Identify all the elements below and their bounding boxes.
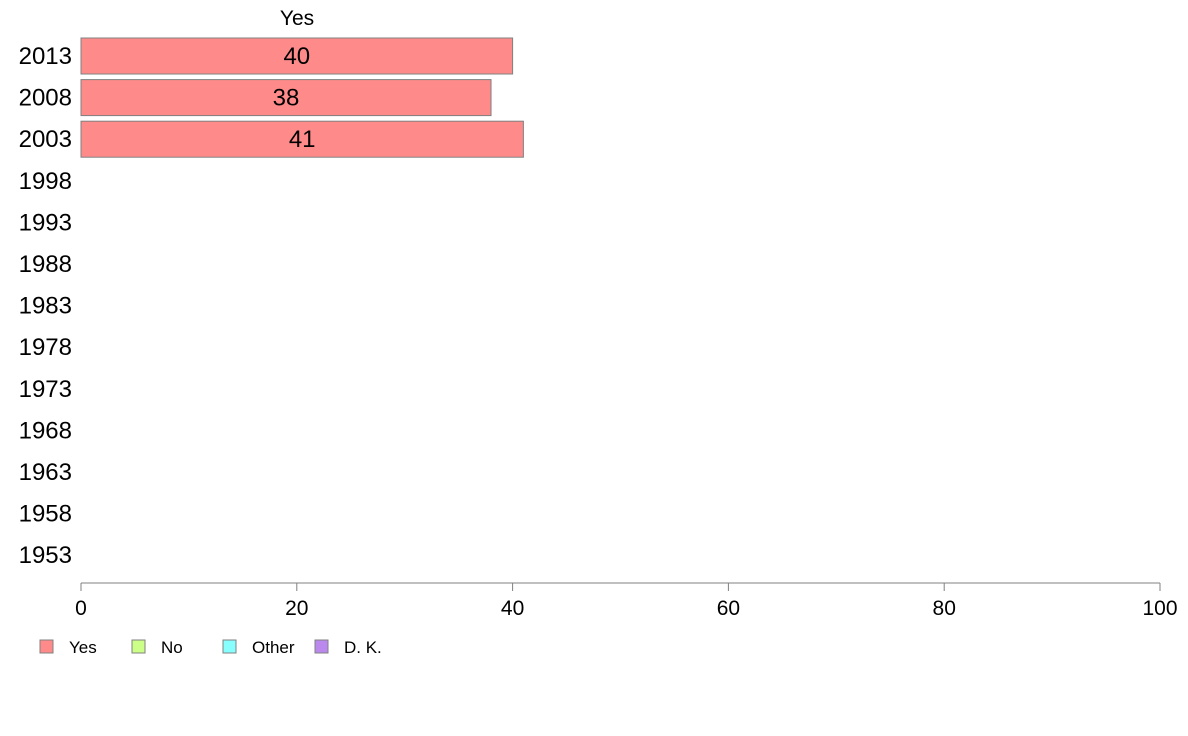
x-tick-label-80: 80 (933, 597, 956, 620)
category-label-1993: 1993 (19, 209, 72, 236)
legend: Yes No Other D. K. (39, 638, 382, 657)
series-header-yes: Yes (280, 7, 314, 30)
x-tick-label-40: 40 (501, 597, 524, 620)
category-label-1988: 1988 (19, 251, 72, 278)
bar-value-label-2008: 38 (273, 85, 300, 112)
legend-swatch-other (222, 639, 237, 654)
bar-yes-2008 (80, 79, 492, 117)
category-label-1983: 1983 (19, 293, 72, 320)
category-label-2003: 2003 (19, 126, 72, 153)
legend-label-other: Other (252, 638, 295, 657)
bar-yes-2003 (80, 120, 524, 158)
category-label-1998: 1998 (19, 168, 72, 195)
x-axis: 0 20 40 60 80 100 (75, 582, 1178, 620)
legend-swatch-d-k (314, 639, 329, 654)
category-labels: 2013 2008 2003 1998 1993 1988 1983 1978 1973 1968… (19, 43, 72, 569)
category-label-1963: 1963 (19, 459, 72, 486)
category-label-1958: 1958 (19, 501, 72, 528)
category-label-1953: 1953 (19, 542, 72, 569)
category-label-1968: 1968 (19, 417, 72, 444)
bars: 40 38 41 (80, 37, 524, 158)
x-tick-label-100: 100 (1142, 597, 1177, 620)
category-label-2008: 2008 (19, 85, 72, 112)
legend-label-yes: Yes (69, 638, 97, 657)
x-tick-label-20: 20 (285, 597, 308, 620)
category-label-1978: 1978 (19, 334, 72, 361)
bar-value-label-2013: 40 (283, 43, 310, 70)
category-label-2013: 2013 (19, 43, 72, 70)
category-label-1973: 1973 (19, 376, 72, 403)
x-tick-label-60: 60 (717, 597, 740, 620)
bar-yes-2013 (80, 37, 514, 75)
legend-swatch-no (131, 639, 146, 654)
legend-label-no: No (161, 638, 183, 657)
legend-swatch-yes (39, 639, 54, 654)
x-tick-label-0: 0 (75, 597, 87, 620)
bar-value-label-2003: 41 (289, 126, 316, 153)
legend-label-d-k: D. K. (344, 638, 382, 657)
